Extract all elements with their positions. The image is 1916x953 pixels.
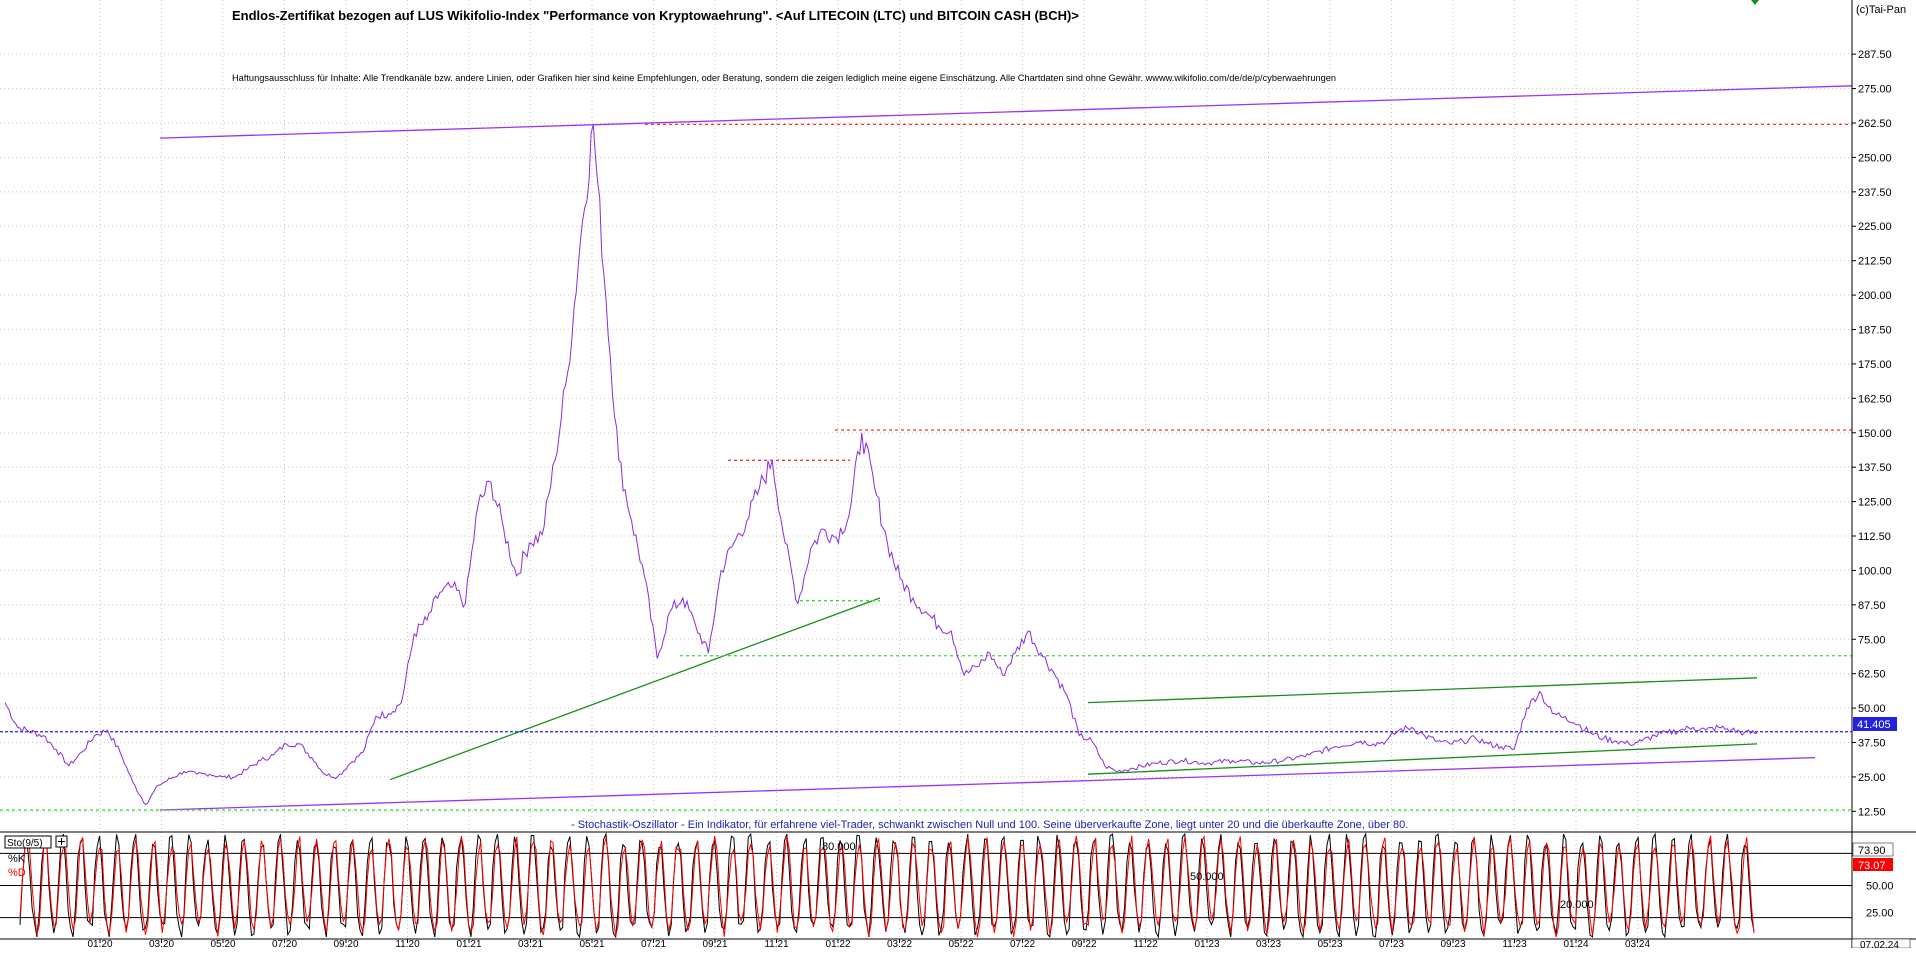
chart-title: Endlos-Zertifikat bezogen auf LUS Wikifo… [232, 8, 1079, 23]
y-tick-label: 87.50 [1858, 600, 1886, 612]
level-20-label: 20.000 [1560, 899, 1594, 911]
green-channel-upper [1087, 677, 1758, 704]
x-tick-label: 03.22 [887, 939, 912, 948]
x-tick-label: 01.23 [1194, 939, 1219, 948]
x-tick-label: 03.20 [149, 939, 174, 948]
x-tick-label: 07.23 [1379, 939, 1404, 948]
y-tick-label: 37.50 [1858, 738, 1886, 750]
x-tick-label: 09.21 [702, 939, 727, 948]
y-tick-label: 137.50 [1858, 462, 1892, 474]
x-tick-label: 11.20 [395, 939, 420, 948]
y-tick-label: 200.00 [1858, 290, 1892, 302]
level-50-label: 50.000 [1190, 871, 1224, 883]
green-uptrend-line [389, 597, 881, 781]
y-tick-label: 212.50 [1858, 256, 1892, 268]
y-tick-label: 112.50 [1858, 531, 1891, 543]
disclaimer-text: Haftungsausschluss für Inhalte: Alle Tre… [232, 73, 1336, 83]
x-tick-label: 09.22 [1071, 939, 1096, 948]
y-tick-label: 175.00 [1858, 359, 1892, 371]
x-tick-label: 05.22 [948, 939, 973, 948]
green-marker-icon [1751, 0, 1759, 5]
y-tick-label: 25.00 [1858, 772, 1886, 784]
d-legend: %D [8, 867, 26, 879]
d-value-badge: 73.07 [1853, 858, 1893, 872]
y-tick-label: 187.50 [1858, 325, 1892, 337]
y-tick-label: 237.50 [1858, 187, 1892, 199]
upper-trendline [159, 85, 1853, 139]
y-tick-label: 262.50 [1858, 118, 1892, 130]
stoch-d-line [19, 834, 1755, 938]
k-legend: %K [8, 853, 26, 865]
x-tick-label: 07.20 [272, 939, 297, 948]
x-tick-label: 09.23 [1440, 939, 1465, 948]
x-tick-label: 11.22 [1133, 939, 1158, 948]
stoch-tick-label: 25.00 [1866, 907, 1894, 919]
y-tick-label: 287.50 [1858, 49, 1892, 61]
x-tick-label: 07.21 [641, 939, 666, 948]
y-tick-label: 62.50 [1858, 669, 1886, 681]
k-value-badge: 73.90 [1852, 842, 1894, 857]
level-80-label: 80.000 [822, 841, 856, 853]
indicator-label: Sto(9/5) [7, 838, 43, 849]
indicator-label-box[interactable]: Sto(9/5) [4, 835, 68, 849]
copyright-label: (c)Tai-Pan [1856, 4, 1906, 16]
y-tick-label: 162.50 [1858, 393, 1892, 405]
x-tick-label: 07.22 [1010, 939, 1035, 948]
y-tick-label: 250.00 [1858, 152, 1892, 164]
x-tick-label: 01.21 [456, 939, 481, 948]
green-channel-lower [1087, 743, 1758, 775]
x-tick-label: 11.21 [764, 939, 789, 948]
x-tick-label: 01.20 [87, 939, 112, 948]
x-tick-label: 09.20 [333, 939, 358, 948]
x-tick-label: 05.21 [579, 939, 604, 948]
x-tick-label: 05.23 [1317, 939, 1342, 948]
x-tick-label: 11.23 [1502, 939, 1527, 948]
y-tick-label: 225.00 [1858, 221, 1892, 233]
y-tick-label: 12.50 [1858, 806, 1886, 818]
y-tick-label: 100.00 [1858, 565, 1892, 577]
y-tick-label: 50.00 [1858, 703, 1886, 715]
k-value-label: 73.90 [1858, 845, 1886, 857]
stochastic-caption: - Stochastik-Oszillator - Ein Indikator,… [571, 819, 1408, 831]
x-tick-label: 01.22 [825, 939, 850, 948]
end-date-label: 07.02.24 [1860, 940, 1899, 948]
current-value-badge: 41.405 [1853, 717, 1897, 731]
y-tick-label: 150.00 [1858, 428, 1892, 440]
y-tick-label: 75.00 [1858, 634, 1886, 646]
end-date-badge: 07.02.24 [1851, 938, 1911, 951]
x-tick-label: 03.21 [518, 939, 543, 948]
current-value-label: 41.405 [1857, 719, 1891, 731]
x-tick-label: 01.24 [1563, 939, 1588, 948]
x-tick-label: 05.20 [210, 939, 235, 948]
price-series-line [4, 124, 1758, 806]
x-tick-label: 03.23 [1256, 939, 1281, 948]
y-tick-label: 275.00 [1858, 84, 1892, 96]
d-value-label: 73.07 [1858, 860, 1886, 872]
x-tick-label: 03.24 [1625, 939, 1650, 948]
stoch-tick-label: 50.00 [1866, 881, 1894, 893]
lower-trendline [159, 757, 1816, 811]
y-tick-label: 125.00 [1858, 497, 1892, 509]
